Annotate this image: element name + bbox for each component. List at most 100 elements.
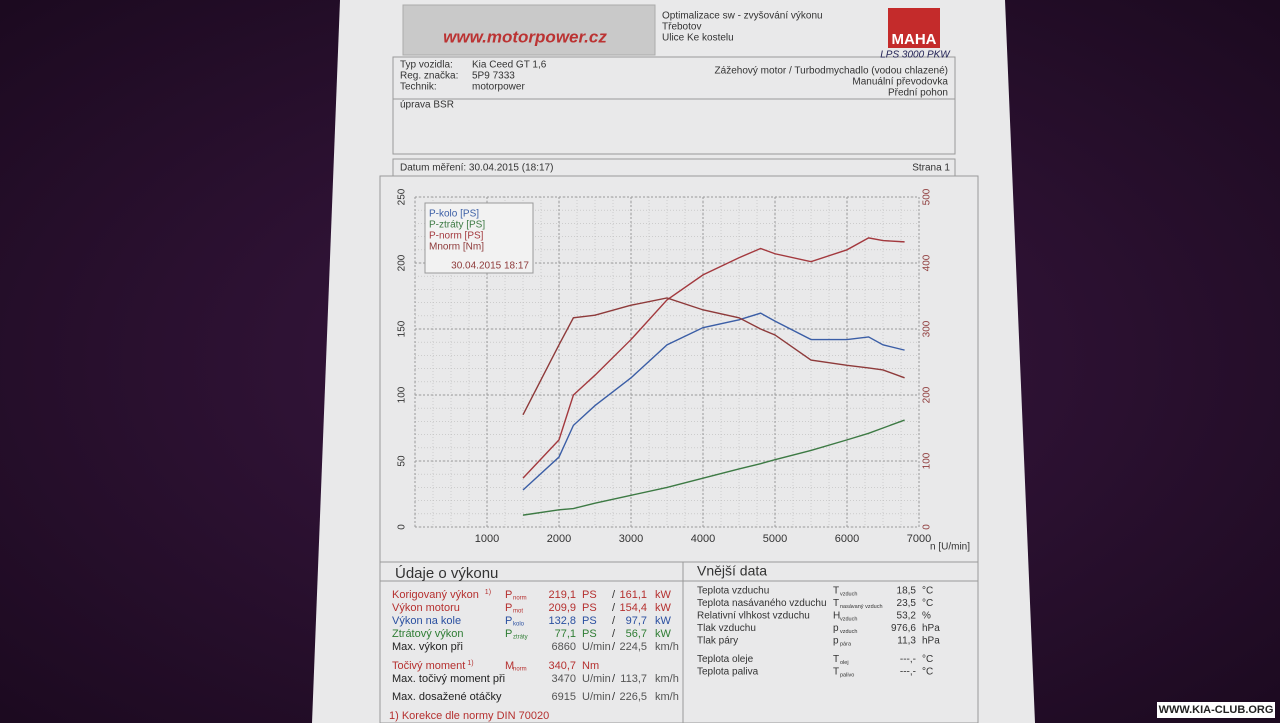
ambient-symbol: p (833, 623, 839, 634)
perf-unit2: km/h (655, 673, 679, 685)
y2-tick-label: 0 (922, 524, 933, 530)
perf-label: Ztrátový výkon (392, 628, 464, 640)
vehicle-value: motorpower (472, 82, 525, 93)
perf-value2: 56,7 (626, 628, 647, 640)
perf-unit: U/min (582, 673, 611, 685)
perf-unit: PS (582, 589, 597, 601)
series-line (522, 237, 905, 479)
perf-symbol: P (505, 615, 512, 627)
y2-tick-label: 100 (922, 452, 933, 469)
y2-tick-label: 500 (922, 188, 933, 205)
perf-value2: 226,5 (619, 691, 647, 703)
brand-logo (888, 8, 940, 48)
ambient-label: Teplota paliva (697, 667, 759, 678)
ambient-sub: vzduch (840, 591, 857, 597)
legend-date: 30.04.2015 18:17 (451, 261, 529, 272)
ambient-unit: °C (922, 667, 933, 678)
vehicle-label: Reg. značka: (400, 71, 458, 82)
ambient-label: Teplota nasávaného vzduchu (697, 598, 827, 609)
y2-tick-label: 300 (922, 320, 933, 337)
company-line: Ulice Ke kostelu (662, 33, 734, 44)
perf-unit2: km/h (655, 691, 679, 703)
perf-sub: norm (513, 596, 527, 602)
ambient-unit: hPa (922, 636, 940, 647)
section-title: Vnější data (697, 563, 767, 579)
perf-unit2: kW (655, 589, 672, 601)
ambient-symbol: T (833, 667, 839, 678)
note-box (392, 98, 956, 155)
watermark: WWW.KIA-CLUB.ORG (1159, 704, 1274, 716)
perf-value: 77,1 (555, 628, 576, 640)
ambient-sub: vzduch (840, 616, 857, 622)
perf-label: Točivý moment (392, 660, 465, 672)
x-tick-label: 6000 (835, 533, 859, 545)
ambient-value: 11,3 (897, 636, 916, 647)
ambient-value: 53,2 (897, 611, 917, 622)
ambient-unit: hPa (922, 623, 940, 634)
ambient-unit: % (922, 611, 931, 622)
perf-value: 340,7 (548, 660, 576, 672)
legend-entry: P-ztráty [PS] (429, 220, 485, 231)
perf-label: Max. výkon při (392, 641, 463, 653)
perf-unit: U/min (582, 691, 611, 703)
perf-value: 132,8 (548, 615, 576, 627)
perf-unit2: kW (655, 615, 672, 627)
y2-tick-label: 400 (922, 254, 933, 271)
ambient-label: Tlak páry (697, 636, 738, 647)
vehicle-label: Typ vozidla: (400, 60, 453, 71)
perf-value: 209,9 (548, 602, 576, 614)
vehicle-detail: Zážehový motor / Turbodmychadlo (vodou c… (715, 66, 948, 77)
x-tick-label: 3000 (619, 533, 643, 545)
note: úprava BSR (400, 100, 454, 111)
ambient-unit: °C (922, 598, 933, 609)
ambient-symbol: T (833, 586, 839, 597)
ambient-value: 976,6 (891, 623, 916, 634)
x-tick-label: 2000 (547, 533, 571, 545)
perf-unit2: kW (655, 628, 672, 640)
date: Datum měření: 30.04.2015 (18:17) (400, 163, 553, 174)
footnote: 1) Korekce dle normy DIN 70020 (389, 710, 549, 722)
vehicle-detail: Přední pohon (888, 88, 948, 99)
ambient-label: Relativní vlhkost vzduchu (697, 611, 810, 622)
ambient-sub: palivo (840, 672, 854, 678)
perf-symbol: P (505, 628, 512, 640)
ambient-sub: nasávaný vzduch (840, 604, 883, 610)
x-tick-label: 5000 (763, 533, 787, 545)
y2-tick-label: 200 (922, 386, 933, 403)
perf-sep: / (612, 615, 616, 627)
series-line (522, 312, 905, 491)
ambient-symbol: p (833, 636, 839, 647)
ambient-label: Tlak vzduchu (697, 623, 756, 634)
perf-value2: 97,7 (626, 615, 647, 627)
perf-symbol: P (505, 602, 512, 614)
y-tick-label: 200 (397, 254, 408, 271)
perf-unit: U/min (582, 641, 611, 653)
ambient-sub: vzduch (840, 629, 857, 635)
paper (312, 0, 1035, 723)
logo-box (402, 4, 656, 56)
perf-sep: / (612, 691, 616, 703)
perf-sep: / (612, 602, 616, 614)
page-number: Strana 1 (912, 163, 950, 174)
perf-unit2: kW (655, 602, 672, 614)
perf-unit: PS (582, 628, 597, 640)
ambient-label: Teplota vzduchu (697, 586, 769, 597)
perf-label: Výkon motoru (392, 602, 460, 614)
model: LPS 3000 PKW (880, 50, 951, 61)
perf-sub: ztráty (513, 635, 528, 641)
perf-sub: mot (513, 609, 523, 615)
y-tick-label: 250 (397, 188, 408, 205)
perf-symbol: M (505, 660, 514, 672)
perf-label: Výkon na kole (392, 615, 461, 627)
y-tick-label: 150 (397, 320, 408, 337)
vehicle-value: Kia Ceed GT 1,6 (472, 60, 547, 71)
perf-sub: norm (513, 667, 527, 673)
perf-value2: 161,1 (619, 589, 647, 601)
vehicle-detail: Manuální převodovka (852, 77, 948, 88)
section-title: Údaje o výkonu (395, 565, 498, 582)
vehicle-value: 5P9 7333 (472, 71, 515, 82)
perf-value2: 113,7 (620, 673, 647, 685)
ambient-value: 18,5 (897, 586, 917, 597)
perf-sep: / (612, 589, 616, 601)
ambient-box (682, 561, 979, 723)
